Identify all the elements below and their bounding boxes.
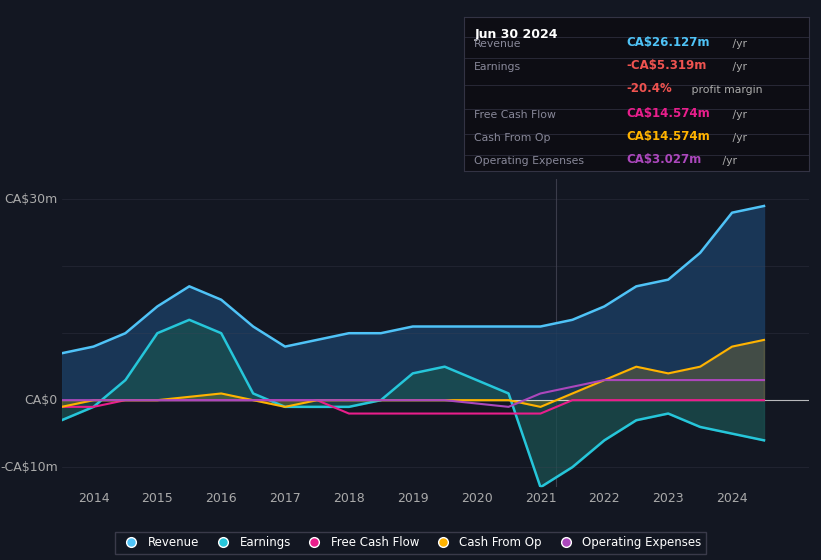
Text: Earnings: Earnings (475, 62, 521, 72)
Text: CA$14.574m: CA$14.574m (626, 107, 709, 120)
Text: /yr: /yr (729, 133, 747, 143)
Text: Cash From Op: Cash From Op (475, 133, 551, 143)
Text: Operating Expenses: Operating Expenses (475, 156, 585, 166)
Text: profit margin: profit margin (688, 85, 763, 95)
Text: CA$3.027m: CA$3.027m (626, 153, 701, 166)
Text: Jun 30 2024: Jun 30 2024 (475, 27, 557, 40)
Text: -CA$10m: -CA$10m (0, 461, 57, 474)
Text: CA$0: CA$0 (25, 394, 57, 407)
Legend: Revenue, Earnings, Free Cash Flow, Cash From Op, Operating Expenses: Revenue, Earnings, Free Cash Flow, Cash … (115, 531, 706, 554)
Text: /yr: /yr (729, 39, 747, 49)
Text: -20.4%: -20.4% (626, 82, 672, 95)
Text: Revenue: Revenue (475, 39, 521, 49)
Text: CA$14.574m: CA$14.574m (626, 130, 709, 143)
Text: -CA$5.319m: -CA$5.319m (626, 59, 706, 72)
Text: /yr: /yr (729, 62, 747, 72)
Text: /yr: /yr (719, 156, 737, 166)
Text: /yr: /yr (729, 110, 747, 120)
Text: CA$30m: CA$30m (5, 193, 57, 206)
Text: CA$26.127m: CA$26.127m (626, 36, 709, 49)
Text: Free Cash Flow: Free Cash Flow (475, 110, 556, 120)
